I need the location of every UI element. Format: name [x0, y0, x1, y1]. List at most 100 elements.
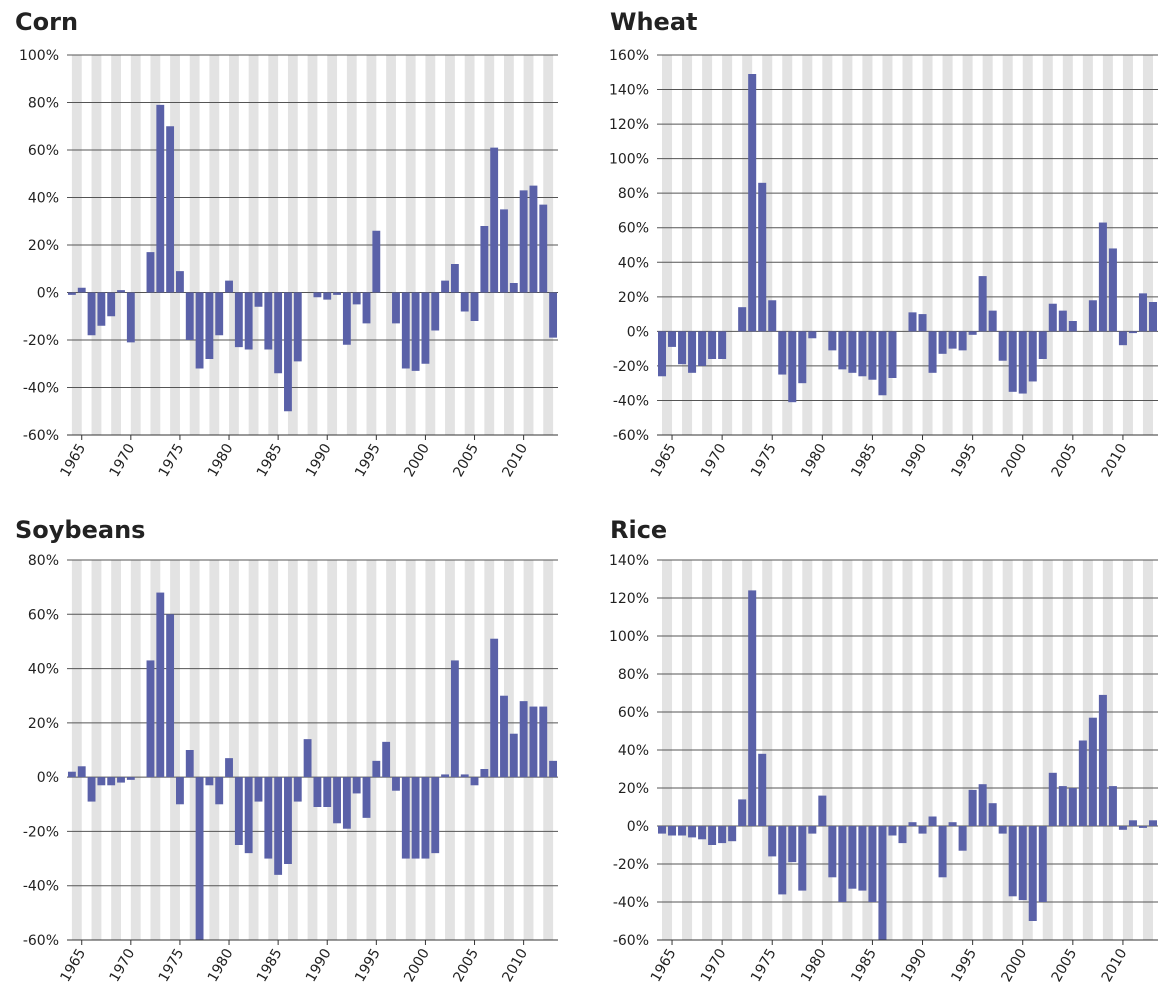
- bar: [948, 331, 957, 349]
- bar: [352, 777, 361, 794]
- y-tick-label: -40%: [613, 895, 649, 911]
- y-tick-label: 140%: [609, 83, 649, 99]
- bar: [205, 777, 214, 786]
- x-tick-label: 2005: [1049, 441, 1081, 480]
- stripe: [982, 55, 993, 435]
- bar: [342, 292, 351, 345]
- stripe: [268, 560, 279, 940]
- y-tick-label: 100%: [609, 629, 649, 645]
- bar: [1038, 826, 1047, 902]
- y-tick-label: 100%: [609, 152, 649, 168]
- bar: [333, 292, 341, 295]
- x-tick-label: 1965: [58, 441, 90, 480]
- bar: [313, 292, 322, 298]
- bar: [838, 826, 847, 902]
- bar: [500, 209, 508, 293]
- stripe: [229, 560, 239, 940]
- bar: [858, 331, 867, 377]
- bar: [67, 292, 76, 295]
- stripe: [702, 55, 713, 435]
- bar: [293, 292, 302, 362]
- y-tick-label: 120%: [609, 591, 649, 607]
- bar: [988, 310, 997, 332]
- bar: [342, 777, 351, 829]
- bar: [323, 292, 332, 300]
- bar: [838, 331, 847, 370]
- bar: [658, 331, 667, 377]
- bar: [898, 826, 907, 844]
- bar: [215, 777, 224, 805]
- y-tick-label: -20%: [23, 824, 59, 840]
- stripe: [1142, 55, 1153, 435]
- bar: [868, 331, 877, 380]
- y-tick-label: 40%: [618, 255, 649, 271]
- bar: [1128, 331, 1137, 334]
- x-tick-label: 1990: [303, 441, 335, 480]
- bar: [928, 816, 937, 826]
- bar: [708, 826, 717, 845]
- bar: [156, 592, 165, 778]
- bar: [1018, 331, 1027, 394]
- bar: [382, 741, 391, 778]
- y-tick-label: 0%: [627, 324, 649, 340]
- bar: [441, 280, 449, 293]
- y-tick-label: 20%: [28, 716, 59, 732]
- y-tick-label: 60%: [618, 705, 649, 721]
- bar: [1048, 772, 1057, 826]
- bar: [918, 826, 927, 834]
- y-tick-label: 120%: [609, 117, 649, 133]
- bar: [1118, 331, 1127, 346]
- bar: [519, 190, 528, 293]
- bar: [117, 290, 125, 293]
- y-tick-label: -20%: [613, 359, 649, 375]
- bar: [848, 331, 857, 373]
- bar: [244, 777, 253, 854]
- bar: [778, 331, 787, 375]
- bar: [254, 777, 263, 802]
- x-tick-label: 1985: [848, 441, 880, 480]
- bar: [421, 292, 430, 364]
- bar: [87, 777, 96, 802]
- bar: [788, 826, 797, 863]
- bar: [146, 252, 155, 293]
- bar: [1058, 786, 1067, 826]
- bar: [480, 226, 489, 293]
- x-tick-label: 1985: [254, 441, 286, 480]
- bar: [798, 826, 807, 891]
- bar: [978, 784, 987, 826]
- stripe: [523, 560, 534, 940]
- y-tick-label: 40%: [28, 191, 59, 207]
- x-tick-label: 1995: [352, 441, 384, 480]
- bar: [828, 826, 837, 878]
- stripe: [762, 55, 773, 435]
- x-tick-label: 1990: [898, 441, 930, 480]
- bar: [176, 271, 184, 293]
- stripe: [1042, 55, 1053, 435]
- bar: [215, 292, 224, 336]
- bar: [205, 292, 214, 359]
- x-tick-label: 1965: [58, 946, 90, 985]
- bar: [918, 314, 927, 332]
- bar: [778, 826, 787, 895]
- bar: [798, 331, 807, 384]
- stripe: [722, 55, 733, 435]
- stripe: [882, 55, 893, 435]
- bar: [519, 701, 528, 778]
- x-tick-label: 1985: [848, 946, 880, 985]
- y-tick-label: 80%: [618, 186, 649, 202]
- stripe: [111, 560, 122, 940]
- bar: [1068, 788, 1077, 826]
- bar: [176, 777, 184, 805]
- bar: [460, 774, 469, 778]
- bar: [411, 292, 420, 371]
- bar: [126, 777, 135, 780]
- x-tick-label: 1975: [748, 441, 780, 480]
- bar: [284, 292, 292, 412]
- bar: [768, 826, 777, 857]
- bar: [1008, 826, 1017, 897]
- stripe: [327, 560, 338, 940]
- bar: [549, 760, 558, 778]
- bar: [195, 292, 204, 369]
- stripe: [822, 55, 833, 435]
- y-tick-label: 0%: [37, 770, 59, 786]
